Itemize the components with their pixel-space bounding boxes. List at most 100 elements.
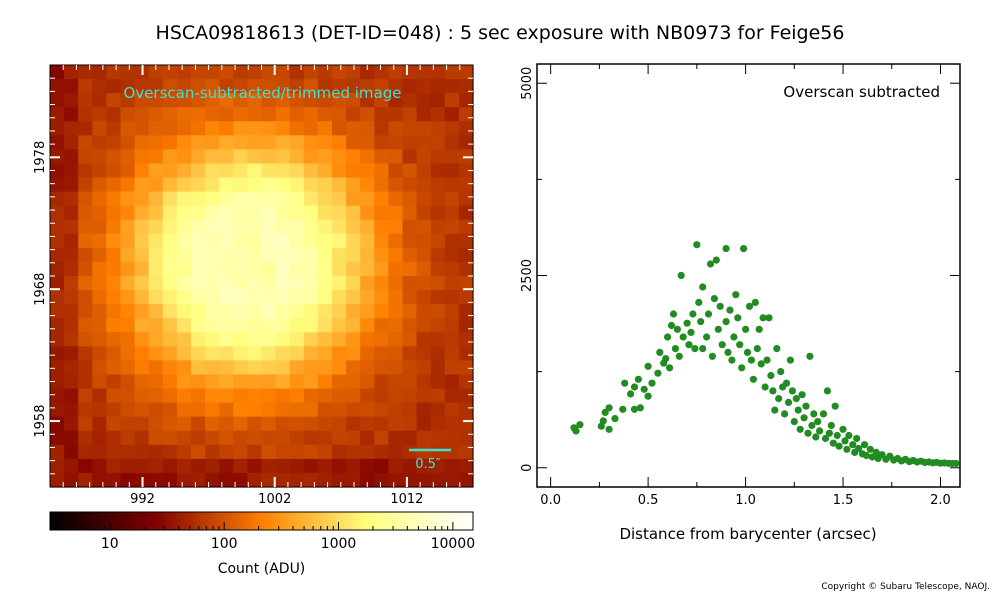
heatmap-pixel	[134, 360, 150, 376]
heatmap-pixel	[205, 149, 220, 165]
heatmap-pixel	[289, 233, 305, 249]
heatmap-pixel	[402, 276, 418, 291]
heatmap-pixel	[191, 163, 206, 179]
data-point	[757, 360, 765, 368]
heatmap-pixel	[106, 93, 122, 108]
heatmap-pixel	[162, 79, 178, 94]
heatmap-pixel	[205, 458, 220, 474]
heatmap-pixel	[275, 290, 291, 305]
heatmap-pixel	[289, 177, 305, 193]
heatmap-pixel	[374, 219, 389, 235]
heatmap-pixel	[289, 121, 305, 136]
heatmap-pixel	[78, 276, 93, 291]
heatmap-pixel	[205, 402, 220, 418]
heatmap-pixel	[233, 346, 248, 361]
data-point	[816, 427, 824, 435]
heatmap-pixel	[289, 93, 305, 108]
data-point	[621, 379, 629, 387]
heatmap-pixel	[402, 388, 418, 404]
heatmap-pixel	[317, 205, 333, 221]
heatmap-pixel	[106, 79, 122, 94]
heatmap-pixel	[106, 304, 122, 319]
heatmap-pixel	[247, 107, 263, 122]
heatmap-pixel	[430, 65, 446, 80]
heatmap-pixel	[374, 177, 389, 193]
data-point	[636, 404, 644, 412]
data-point	[767, 371, 775, 380]
heatmap-pixel	[458, 163, 474, 179]
heatmap-pixel	[275, 233, 291, 249]
heatmap-pixel	[317, 430, 333, 446]
heatmap-pixel	[191, 304, 206, 319]
heatmap-pixel	[120, 121, 136, 136]
heatmap-pixel	[360, 121, 375, 136]
heatmap-pixel	[416, 444, 432, 460]
heatmap-pixel	[289, 79, 305, 94]
heatmap-pixel	[162, 458, 178, 474]
heatmap-pixel	[120, 107, 136, 122]
colorbar-tick-label: 100	[211, 536, 238, 552]
heatmap-pixel	[458, 247, 474, 263]
heatmap-pixel	[416, 416, 432, 432]
data-point	[656, 348, 664, 356]
data-point	[714, 325, 722, 333]
heatmap-pixel	[78, 93, 93, 108]
heatmap-pixel	[176, 374, 192, 390]
heatmap-pixel	[360, 430, 375, 446]
heatmap-pixel	[303, 388, 319, 404]
heatmap-pixel	[205, 163, 220, 179]
heatmap-pixel	[120, 360, 136, 376]
heatmap-pixel	[346, 290, 361, 305]
heatmap-pixel	[50, 444, 65, 460]
heatmap-pixel	[233, 93, 248, 108]
heatmap-pixel	[374, 318, 389, 333]
heatmap-pixel	[148, 458, 164, 474]
heatmap-pixel	[219, 444, 234, 460]
heatmap-pixel	[219, 430, 234, 446]
heatmap-pixel	[346, 233, 361, 249]
heatmap-pixel	[317, 93, 333, 108]
heatmap-pixels	[50, 65, 474, 488]
heatmap-pixel	[134, 219, 150, 235]
heatmap-pixel	[78, 416, 93, 432]
heatmap-pixel	[191, 191, 206, 207]
heatmap-pixel	[134, 318, 150, 333]
heatmap-pixel	[162, 290, 178, 305]
heatmap-pixel	[388, 276, 404, 291]
heatmap-pixel	[444, 346, 460, 361]
heatmap-pixel	[317, 121, 333, 136]
heatmap-pixel	[332, 402, 347, 418]
heatmap-pixel	[261, 149, 277, 165]
data-point	[821, 434, 830, 443]
heatmap-pixel	[317, 107, 333, 122]
data-point	[664, 333, 672, 341]
heatmap-pixel	[50, 360, 65, 376]
data-point	[810, 410, 818, 418]
heatmap-pixel	[444, 163, 460, 179]
data-point	[827, 421, 835, 430]
heatmap-pixel	[289, 346, 305, 361]
heatmap-pixel	[332, 163, 347, 179]
heatmap-pixel	[346, 163, 361, 179]
heatmap-pixel	[233, 458, 248, 474]
heatmap-pixel	[416, 346, 432, 361]
heatmap-pixel	[120, 318, 136, 333]
heatmap-pixel	[402, 304, 418, 319]
heatmap-pixel	[247, 163, 263, 179]
heatmap-pixel	[120, 444, 136, 460]
heatmap-pixel	[261, 79, 277, 94]
heatmap-pixel	[233, 107, 248, 122]
heatmap-pixel	[78, 444, 93, 460]
heatmap-pixel	[233, 304, 248, 319]
heatmap-pixel	[64, 430, 79, 446]
data-point	[666, 364, 674, 372]
data-point	[630, 383, 639, 391]
heatmap-pixel	[261, 388, 277, 404]
heatmap-pixel	[120, 163, 136, 179]
heatmap-pixel	[219, 402, 234, 418]
y-tick-label: 1978	[33, 141, 48, 174]
heatmap-pixel	[191, 149, 206, 165]
heatmap-pixel	[416, 163, 432, 179]
heatmap-pixel	[205, 276, 220, 291]
